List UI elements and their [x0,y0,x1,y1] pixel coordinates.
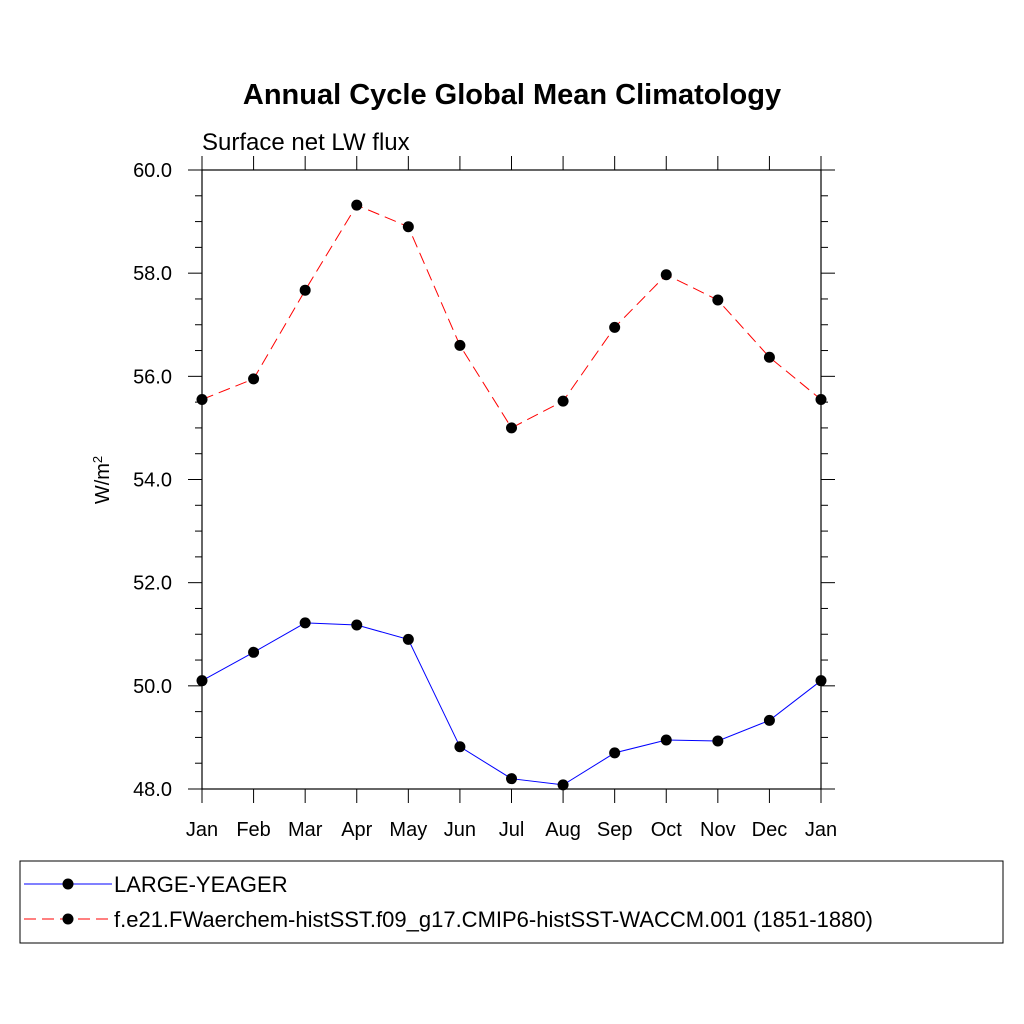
series-1-point [351,619,363,631]
axes: 48.0 50.0 52.0 54.0 56.0 58.0 60.0 Jan Feb Mar Apr… [133,156,837,841]
x-tick-label: Mar [288,819,323,841]
chart-title: Annual Cycle Global Mean Climatology [243,79,781,111]
series-2-point [763,351,775,363]
series-1-point [454,741,466,753]
series-line-2 [201,204,822,429]
legend: LARGE-YEAGER f.e21.FWaerchem-histSST.f09_… [24,872,873,932]
series-layer [196,199,827,791]
series-1-point [712,735,724,747]
series-2-point [609,321,621,333]
series-2-point [248,373,260,385]
series-1-point [815,675,827,687]
x-tick-label: Sep [597,819,633,841]
y-tick-label: 56.0 [133,366,172,388]
y-tick-label: 54.0 [133,470,172,492]
series-1-point [299,617,311,629]
legend-marker-2 [62,913,74,925]
series-1-point [609,747,621,759]
legend-label-1: LARGE-YEAGER [114,872,288,897]
series-1-point [557,779,569,791]
svg-text:W/m2: W/m2 [90,456,115,504]
series-2-point [351,199,363,211]
x-tick-label: Apr [341,819,372,841]
series-1-point [248,646,260,658]
series-1-point [402,633,414,645]
x-tick-label: Jul [499,819,525,841]
series-2-point [712,294,724,306]
series-2-point [454,339,466,351]
x-tick-label: Jan [186,819,218,841]
series-2-point [660,269,672,281]
y-tick-label: 58.0 [133,263,172,285]
x-tick-label: Aug [545,819,581,841]
y-tick-label: 48.0 [133,779,172,801]
y-axis-label-superscript: 2 [90,456,105,463]
x-tick-label: Oct [651,819,683,841]
series-2-point [299,284,311,296]
series-line-1 [201,622,822,786]
series-1-point [196,675,208,687]
legend-box [19,860,1004,944]
x-tick-label: Dec [752,819,788,841]
series-2-point [557,395,569,407]
y-axis-label-text: W/m [92,463,114,504]
series-2-point [402,221,414,233]
x-tick-label: Nov [700,819,736,841]
x-tick-label: Jun [444,819,476,841]
series-2-point [196,394,208,406]
legend-label-2: f.e21.FWaerchem-histSST.f09_g17.CMIP6-hi… [114,907,873,932]
plot-frame [201,169,822,790]
series-1-point [660,734,672,746]
x-tick-label: Jan [805,819,837,841]
x-tick-label: May [389,819,427,841]
series-1-point [763,714,775,726]
series-2-point [815,394,827,406]
series-2-point [506,422,517,434]
series-1-point [506,773,517,785]
legend-marker-1 [62,878,74,890]
y-tick-label: 50.0 [133,676,172,698]
x-tick-label: Feb [236,819,270,841]
chart-subtitle: Surface net LW flux [202,129,410,156]
y-tick-label: 60.0 [133,160,172,182]
y-axis-label: W/m2 [90,456,115,504]
y-tick-label: 52.0 [133,573,172,595]
